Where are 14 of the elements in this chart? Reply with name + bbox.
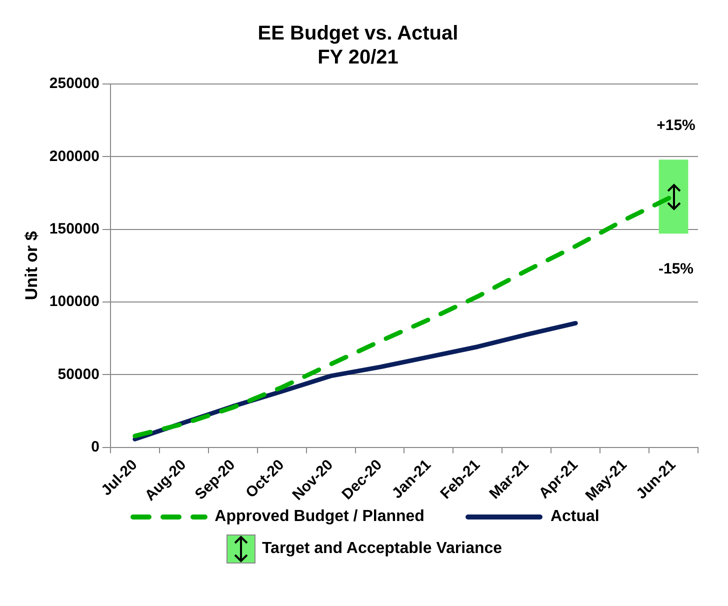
legend-label: Approved Budget / Planned	[214, 508, 424, 526]
y-tick-label: 200000	[49, 148, 100, 165]
y-tick-label: 100000	[49, 293, 100, 310]
legend-label: Target and Acceptable Variance	[262, 540, 502, 558]
annotation: -15%	[658, 260, 694, 278]
y-tick-label: 250000	[49, 75, 100, 92]
legend-label: Actual	[550, 508, 600, 526]
y-tick-label: 0	[91, 438, 100, 456]
y-tick-label: 150000	[49, 220, 100, 238]
y-tick-label: 50000	[58, 366, 100, 383]
chart-title: EE Budget vs. Actual	[258, 22, 458, 45]
annotation: +15%	[656, 116, 696, 134]
chart-subtitle: FY 20/21	[318, 46, 398, 69]
y-axis-title: Unit or $	[22, 230, 41, 300]
